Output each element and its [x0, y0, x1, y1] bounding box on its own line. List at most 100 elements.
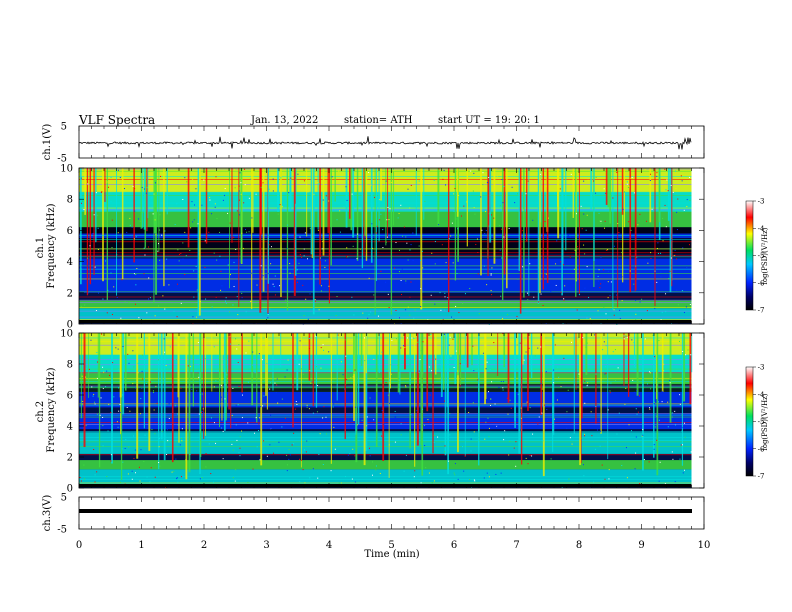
spec-speck: [602, 349, 604, 351]
spec-speck: [448, 344, 450, 346]
spec-speck: [628, 221, 630, 223]
spec-speck: [272, 190, 274, 192]
spec-speck: [173, 310, 175, 312]
spec-speck: [138, 218, 140, 220]
spec-spike: [350, 168, 353, 231]
spec-speck: [222, 199, 224, 201]
spec-speck: [149, 297, 151, 299]
spec-speck: [401, 294, 403, 296]
spec-spike: [177, 333, 179, 398]
spec-speck: [507, 413, 509, 415]
spec-speck: [97, 355, 99, 357]
spec-speck: [635, 224, 637, 226]
spec-speck: [540, 173, 542, 175]
spec-speck: [520, 417, 522, 419]
spec-speck: [610, 281, 612, 283]
spec-speck: [540, 293, 542, 295]
spec-speck: [680, 175, 682, 177]
spec-speck: [117, 426, 119, 428]
spec-speck: [609, 294, 611, 296]
spec-speck: [561, 486, 563, 488]
spec-speck: [286, 454, 288, 456]
spec-speck: [403, 170, 405, 172]
spec-spike: [447, 333, 450, 475]
spec-speck: [87, 183, 89, 185]
spec-speck: [198, 374, 200, 376]
spec-spike: [121, 168, 124, 280]
spec-speck: [482, 184, 484, 186]
spec-speck: [635, 313, 637, 315]
spec-line: [79, 437, 692, 438]
spec-speck: [231, 414, 233, 416]
spec-speck: [255, 418, 257, 420]
spec-speck: [677, 304, 679, 306]
spec-speck: [556, 399, 558, 401]
x-tick-label: 1: [138, 540, 144, 551]
spec-speck: [420, 260, 422, 262]
spec-speck: [682, 350, 684, 352]
spec-speck: [155, 234, 157, 236]
spec-speck: [245, 352, 247, 354]
spec-speck: [545, 371, 547, 373]
spec-speck: [658, 340, 660, 342]
spec-speck: [221, 401, 223, 403]
spec-speck: [97, 214, 99, 216]
spec-speck: [469, 288, 471, 290]
spec-speck: [261, 359, 263, 361]
spec-speck: [442, 374, 444, 376]
spec-speck: [377, 337, 379, 339]
spec-spike: [308, 333, 311, 381]
spec-spike: [336, 333, 338, 401]
spec-speck: [517, 278, 519, 280]
spec-speck: [302, 284, 304, 286]
spec-spike: [86, 168, 89, 296]
spec-speck: [517, 193, 519, 195]
spec-spike: [140, 168, 142, 229]
spec-speck: [690, 451, 692, 453]
spec-speck: [107, 289, 109, 291]
station-label: station= ATH: [344, 115, 413, 126]
spec-speck: [647, 383, 649, 385]
spec-speck: [190, 227, 192, 229]
spec-speck: [630, 430, 632, 432]
spec-speck: [300, 459, 302, 461]
spec-speck: [237, 361, 239, 363]
spec-speck: [235, 339, 237, 341]
spec-speck: [103, 371, 105, 373]
ch2-spec-ylabel: ch.2 Frequency (kHz): [35, 367, 57, 452]
spec-speck: [675, 258, 677, 260]
spec-speck: [638, 220, 640, 222]
spec-speck: [595, 373, 597, 375]
spec-speck: [473, 370, 475, 372]
spec-speck: [255, 416, 257, 418]
spec-spike: [621, 168, 624, 215]
spec-speck: [314, 300, 316, 302]
x-tick-label: 6: [451, 540, 457, 551]
spec-speck: [335, 315, 337, 317]
spec-speck: [648, 461, 650, 463]
spec-spike: [393, 168, 395, 226]
spec-speck: [229, 343, 231, 345]
spec-spike: [102, 168, 104, 282]
spec-speck: [670, 239, 672, 241]
spec-spike: [319, 168, 321, 285]
spec-speck: [456, 272, 458, 274]
spec-speck: [421, 250, 423, 252]
spec-speck: [255, 193, 257, 195]
spec-speck: [586, 317, 588, 319]
spec-speck: [650, 388, 652, 390]
spec-speck: [641, 435, 643, 437]
spec-speck: [231, 422, 233, 424]
spec-speck: [309, 228, 311, 230]
spec-line: [79, 209, 692, 211]
spec-speck: [80, 480, 82, 482]
spec-speck: [206, 190, 208, 192]
spec-speck: [162, 185, 164, 187]
spec-speck: [286, 369, 288, 371]
spec-spike: [489, 168, 492, 243]
spec-speck: [499, 249, 501, 251]
spec-speck: [195, 316, 197, 318]
spec-speck: [149, 481, 151, 483]
spec-speck: [477, 273, 479, 275]
spec-speck: [410, 184, 412, 186]
